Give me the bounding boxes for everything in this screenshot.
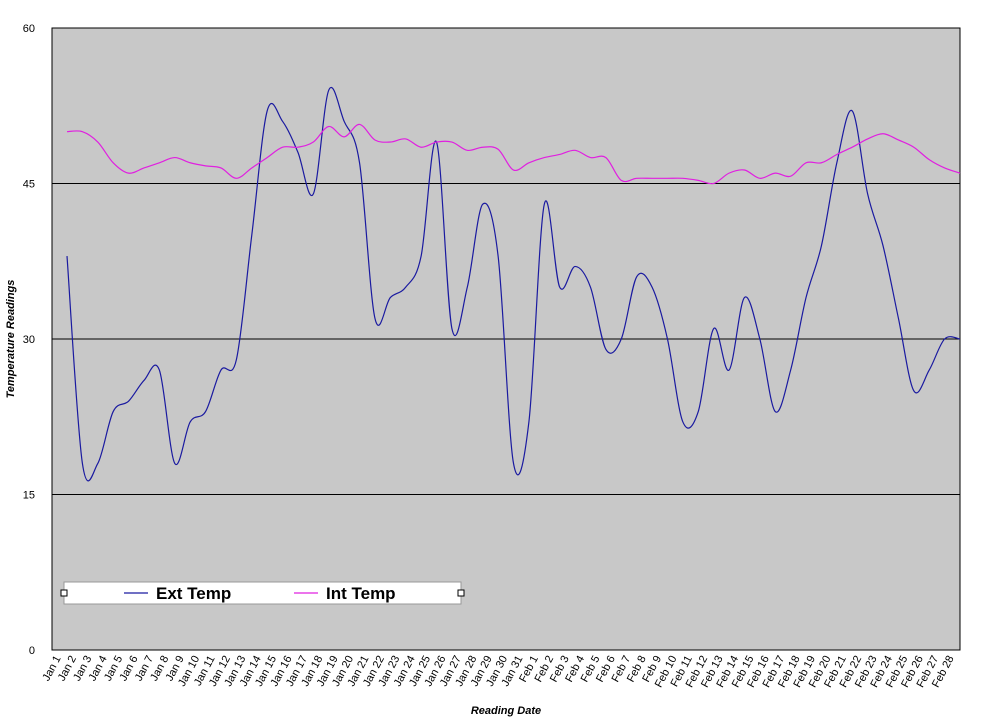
y-tick-label: 30: [23, 334, 35, 346]
y-tick-label: 0: [29, 645, 35, 657]
legend-label: Ext Temp: [156, 584, 231, 603]
series-line: [66, 123, 961, 185]
legend-box: [63, 581, 462, 605]
legend-handle: [457, 589, 465, 597]
series-line: [66, 86, 961, 482]
legend-handle: [60, 589, 68, 597]
legend-label: Int Temp: [326, 584, 396, 603]
y-axis-title: Temperature Readings: [5, 280, 17, 399]
y-tick-label: 60: [23, 23, 35, 35]
x-axis-title: Reading Date: [471, 705, 541, 717]
y-tick-label: 45: [23, 179, 35, 191]
y-tick-label: 15: [23, 490, 35, 502]
